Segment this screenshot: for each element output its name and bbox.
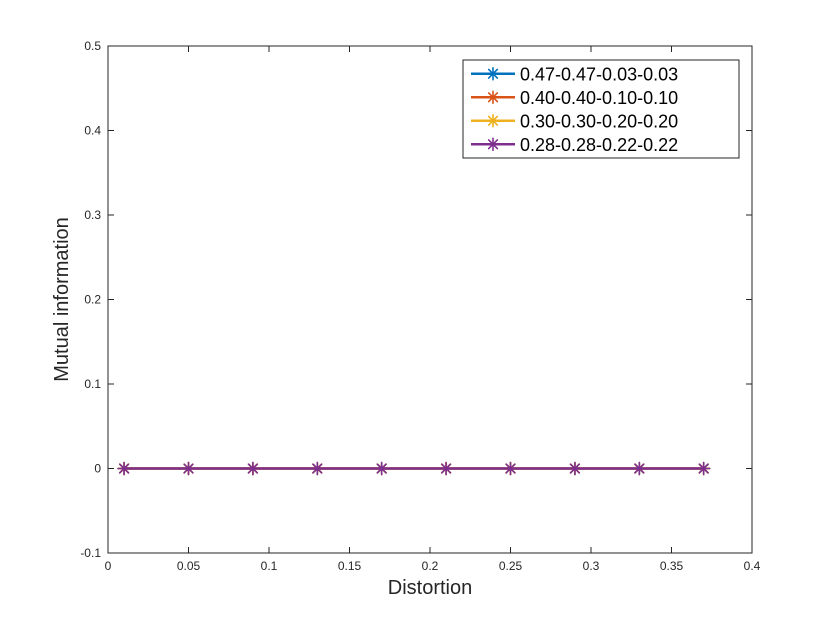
x-tick-label: 0.2 <box>422 559 439 573</box>
x-tick-label: 0.3 <box>583 559 600 573</box>
series-4-point-1 <box>117 461 131 476</box>
series-layer <box>117 461 711 476</box>
series-4-point-6 <box>439 461 453 476</box>
x-tick-label: 0 <box>105 559 112 573</box>
x-axis-title: Distortion <box>388 577 472 599</box>
series-4-point-7 <box>503 461 518 476</box>
y-tick-label: 0.4 <box>84 124 101 138</box>
y-tick-label: 0 <box>94 462 101 476</box>
axes-layer: 0 0.05 0.1 0.15 0.2 0.25 0.3 0.35 0.4 -0.1 0 0.1 0.2… <box>80 39 760 573</box>
legend-label-3: 0.30-0.30-0.20-0.20 <box>520 111 678 131</box>
legend-marker-1 <box>486 66 500 81</box>
series-4-point-9 <box>632 461 647 476</box>
x-tick-label: 0.05 <box>177 559 201 573</box>
series-4-point-2 <box>181 461 196 476</box>
series-4-point-5 <box>374 461 389 476</box>
legend-label-1: 0.47-0.47-0.03-0.03 <box>520 64 678 84</box>
x-tick-label: 0.4 <box>744 559 761 573</box>
y-axis-title: Mutual information <box>51 217 73 382</box>
legend-label-2: 0.40-0.40-0.10-0.10 <box>520 88 678 108</box>
legend-label-4: 0.28-0.28-0.22-0.22 <box>520 135 678 155</box>
x-tick-label: 0.25 <box>499 559 523 573</box>
y-tick-label: 0.3 <box>84 208 101 222</box>
y-tick-label: -0.1 <box>80 546 101 560</box>
y-tick-label: 0.5 <box>84 39 101 53</box>
legend: 0.47-0.47-0.03-0.03 0.40-0.40-0.10-0.10 0.… <box>462 59 740 159</box>
x-tick-label: 0.35 <box>660 559 684 573</box>
series-4-point-3 <box>246 461 260 476</box>
legend-marker-3 <box>486 113 500 128</box>
x-tick-label: 0.1 <box>261 559 278 573</box>
x-tick-label: 0.15 <box>338 559 362 573</box>
series-4-point-8 <box>568 461 582 476</box>
y-tick-label: 0.2 <box>84 293 101 307</box>
series-4-point-10 <box>696 461 711 476</box>
series-4-point-4 <box>310 461 325 476</box>
y-tick-label: 0.1 <box>84 377 101 391</box>
legend-marker-4 <box>486 137 500 152</box>
legend-box <box>462 59 740 159</box>
legend-marker-2 <box>486 90 500 105</box>
